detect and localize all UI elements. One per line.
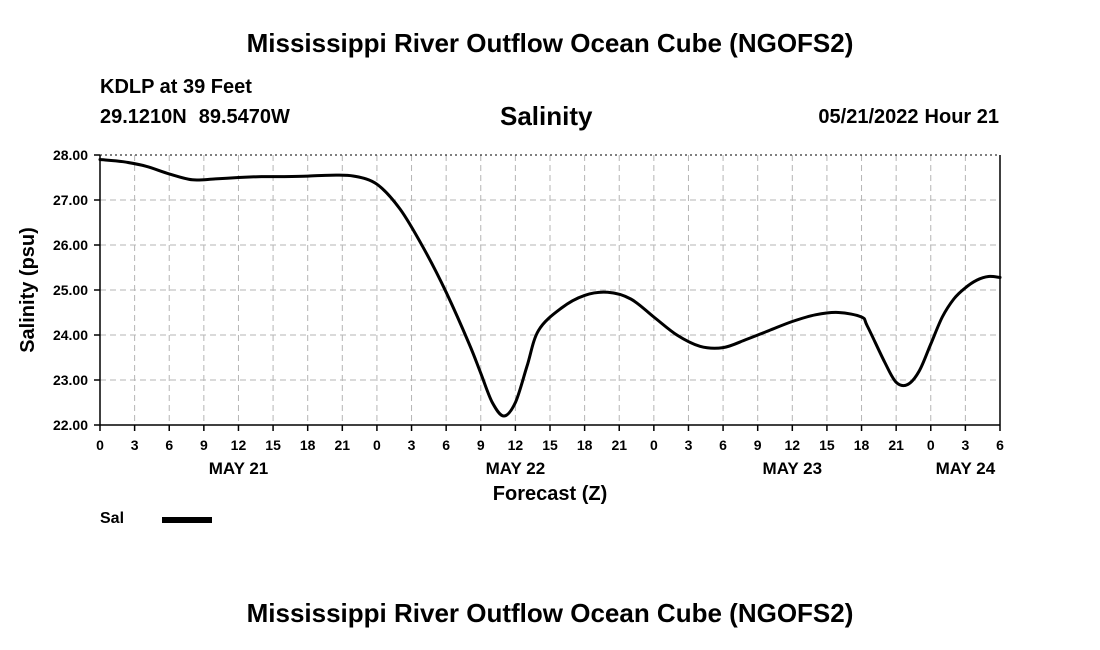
legend-label: Sal	[100, 510, 125, 527]
chart-title: Salinity	[500, 101, 593, 131]
x-axis-title: Forecast (Z)	[493, 483, 607, 505]
latitude: 29.1210N	[100, 106, 187, 128]
forecast-hour: Hour 21	[924, 106, 999, 128]
y-tick-label: 25.00	[53, 282, 88, 298]
x-date-label: MAY 24	[936, 459, 996, 478]
y-axis-title: Salinity (psu)	[17, 227, 39, 353]
x-tick-label: 0	[650, 437, 658, 453]
x-tick-label: 0	[373, 437, 381, 453]
x-tick-label: 3	[685, 437, 693, 453]
x-tick-label: 12	[508, 437, 524, 453]
x-tick-label: 9	[754, 437, 762, 453]
forecast-timestamp: 05/21/2022 Hour 21	[818, 106, 999, 129]
y-tick-label: 24.00	[53, 327, 88, 343]
x-tick-label: 6	[442, 437, 450, 453]
x-tick-label: 3	[408, 437, 416, 453]
x-tick-label: 21	[888, 437, 904, 453]
y-tick-label: 23.00	[53, 372, 88, 388]
x-tick-label: 9	[200, 437, 208, 453]
x-tick-label: 18	[854, 437, 870, 453]
coordinates: 29.1210N 89.5470W	[100, 106, 290, 129]
main-title: Mississippi River Outflow Ocean Cube (NG…	[246, 28, 854, 58]
x-tick-label: 18	[577, 437, 593, 453]
x-tick-label: 15	[819, 437, 835, 453]
x-tick-label: 3	[961, 437, 969, 453]
x-tick-label: 9	[477, 437, 485, 453]
x-date-label: MAY 22	[486, 459, 546, 478]
x-tick-label: 15	[542, 437, 558, 453]
x-tick-label: 12	[231, 437, 247, 453]
legend-line-swatch	[162, 517, 212, 523]
x-tick-label: 15	[265, 437, 281, 453]
series-line-sal	[98, 158, 1002, 418]
y-tick-label: 26.00	[53, 237, 88, 253]
x-tick-label: 0	[927, 437, 935, 453]
x-tick-label: 21	[335, 437, 351, 453]
y-tick-label: 27.00	[53, 192, 88, 208]
x-tick-label: 6	[719, 437, 727, 453]
y-tick-label: 28.00	[53, 147, 88, 163]
x-tick-label: 0	[96, 437, 104, 453]
x-tick-label: 18	[300, 437, 316, 453]
x-date-label: MAY 21	[209, 459, 269, 478]
x-tick-label: 6	[996, 437, 1004, 453]
x-date-label: MAY 23	[763, 459, 823, 478]
footer-title: Mississippi River Outflow Ocean Cube (NG…	[246, 598, 854, 628]
longitude: 89.5470W	[198, 106, 290, 128]
forecast-date: 05/21/2022	[818, 106, 919, 128]
x-tick-label: 21	[611, 437, 627, 453]
x-tick-label: 6	[165, 437, 173, 453]
y-tick-label: 22.00	[53, 417, 88, 433]
x-tick-label: 12	[785, 437, 801, 453]
x-tick-label: 3	[131, 437, 139, 453]
station-label: KDLP at 39 Feet	[100, 76, 252, 98]
